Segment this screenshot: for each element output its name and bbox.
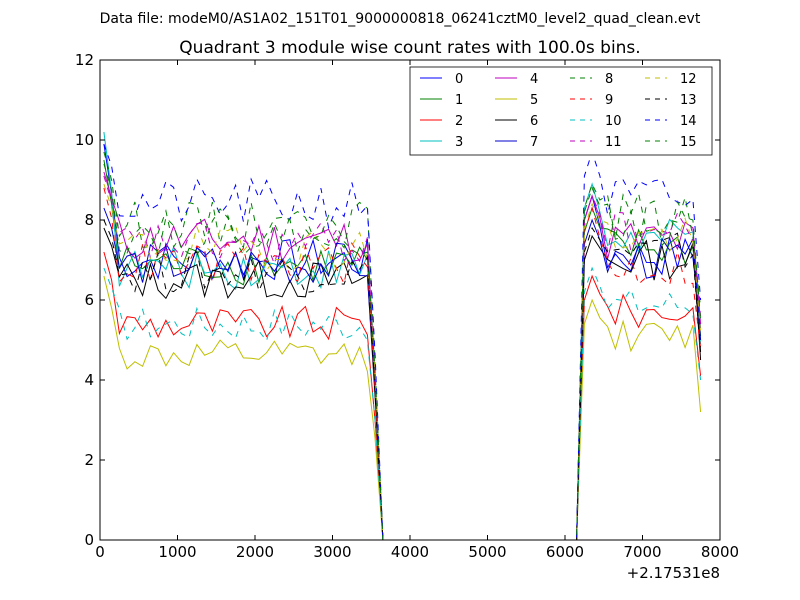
y-tick-label: 4: [84, 371, 94, 389]
legend-label-1: 1: [455, 93, 463, 108]
x-offset-label: +2.17531e8: [627, 564, 720, 582]
legend-label-12: 12: [680, 72, 697, 87]
figure-suptitle: Data file: modeM0/AS1A02_151T01_90000008…: [100, 11, 701, 27]
legend-label-15: 15: [680, 135, 697, 150]
series-line-4: [103, 171, 702, 541]
series-line-7: [103, 207, 702, 541]
y-tick-label: 2: [84, 451, 94, 469]
legend-label-6: 6: [530, 114, 538, 129]
y-tick-label: 10: [75, 131, 94, 149]
series-line-6: [103, 227, 702, 541]
x-tick-label: 6000: [546, 543, 584, 561]
series-line-5: [103, 275, 702, 541]
y-tick-label: 0: [84, 531, 94, 549]
legend-label-11: 11: [605, 135, 622, 150]
legend-label-10: 10: [605, 114, 622, 129]
y-tick-label: 8: [84, 211, 94, 229]
y-tick-label: 12: [75, 51, 94, 69]
legend-box: [409, 66, 713, 156]
x-tick-label: 8000: [701, 543, 739, 561]
series-line-1: [103, 159, 702, 541]
legend-label-8: 8: [605, 72, 613, 87]
ticks-layer: 0 1000 2000 3000 4000 5000 6000 7000 80000246810…: [75, 51, 739, 561]
chart-title: Quadrant 3 module wise count rates with …: [179, 38, 640, 58]
x-tick-label: 5000: [468, 543, 506, 561]
series-line-2: [103, 251, 702, 541]
legend-label-2: 2: [455, 114, 463, 129]
legend-label-14: 14: [680, 114, 697, 129]
legend-label-7: 7: [530, 135, 538, 150]
legend-label-13: 13: [680, 93, 697, 108]
series-line-15: [103, 163, 702, 541]
x-tick-label: 0: [95, 543, 105, 561]
legend-label-0: 0: [455, 72, 463, 87]
x-tick-label: 4000: [391, 543, 429, 561]
series-line-8: [103, 151, 702, 541]
series-line-12: [103, 183, 702, 541]
series-line-10: [103, 266, 702, 541]
x-tick-label: 3000: [313, 543, 351, 561]
series-layer: [103, 131, 702, 541]
legend-label-9: 9: [605, 93, 613, 108]
series-line-9: [103, 187, 702, 541]
x-tick-label: 1000: [158, 543, 196, 561]
legend-label-4: 4: [530, 72, 538, 87]
y-tick-label: 6: [84, 291, 94, 309]
x-tick-label: 2000: [236, 543, 274, 561]
x-tick-label: 7000: [623, 543, 661, 561]
legend-label-5: 5: [530, 93, 538, 108]
legend-label-3: 3: [455, 135, 463, 150]
